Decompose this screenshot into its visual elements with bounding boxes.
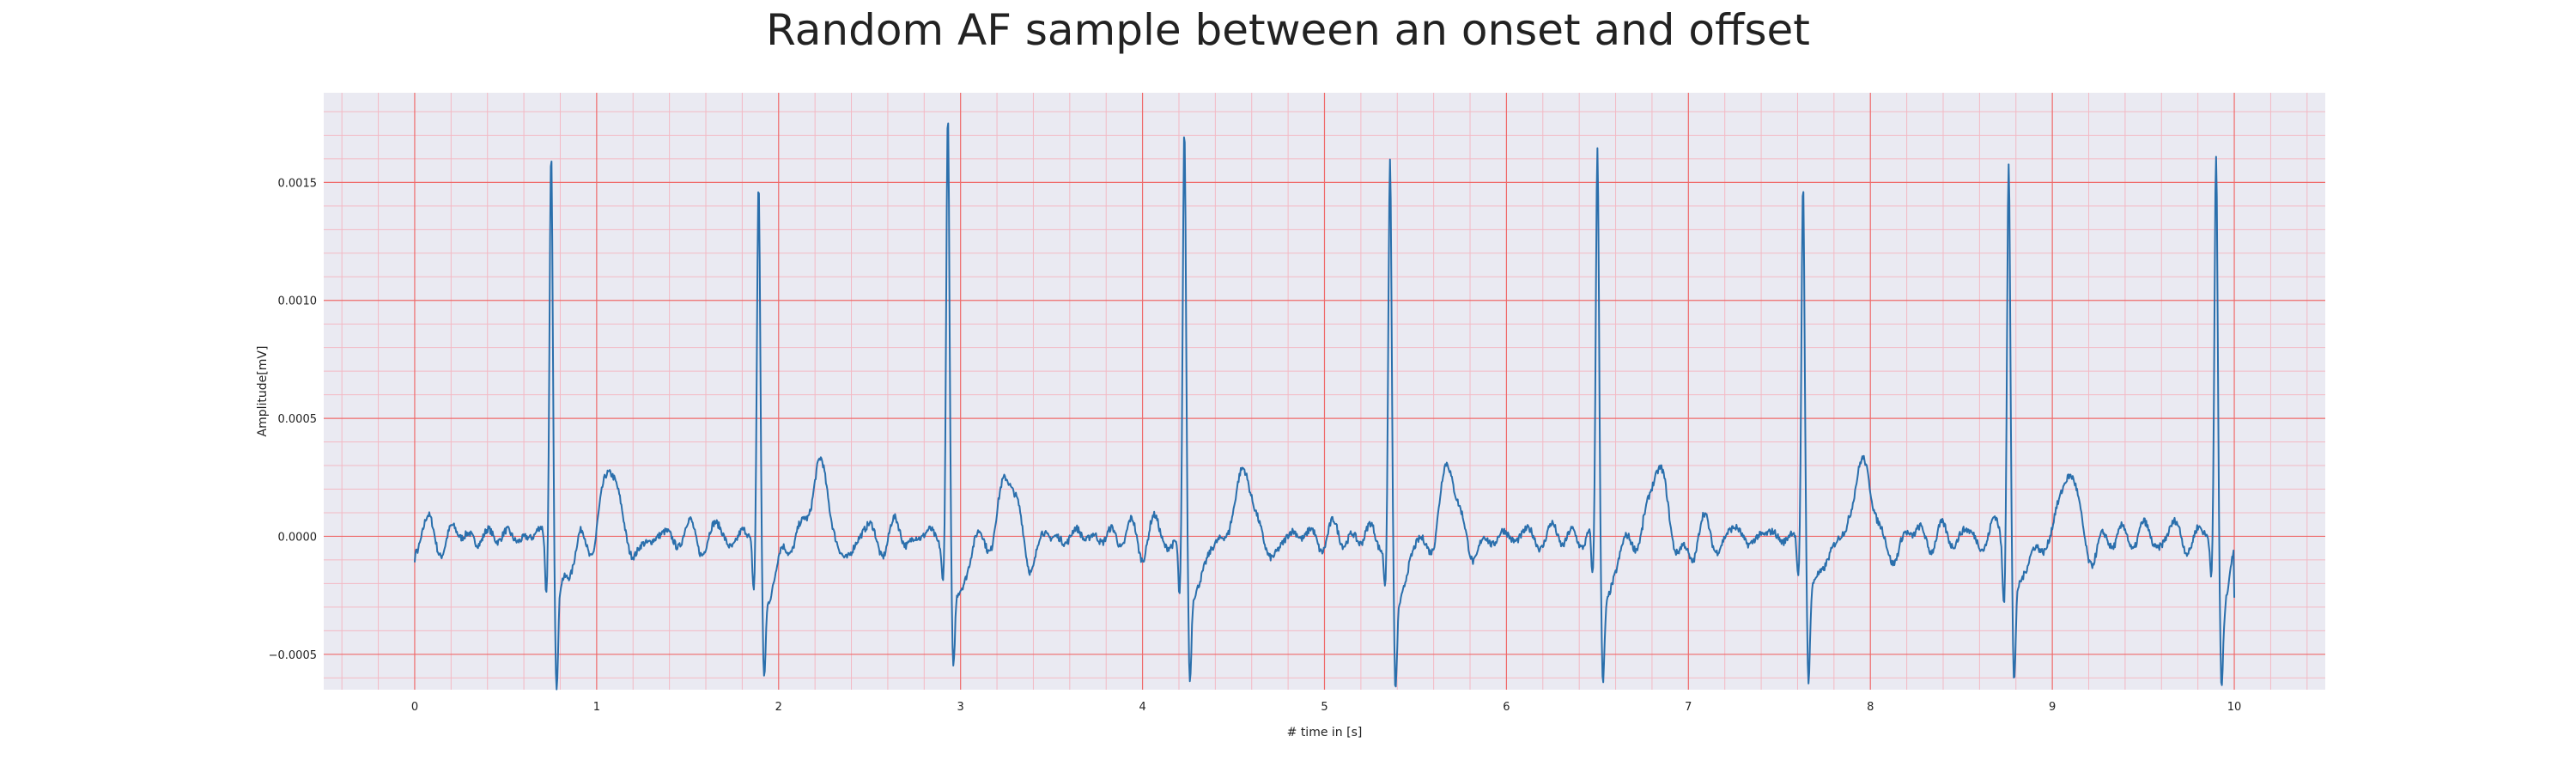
x-tick-label: 0: [411, 701, 418, 714]
series-layer: [413, 122, 2236, 691]
x-tick-label: 3: [957, 701, 964, 714]
x-tick-label: 2: [775, 701, 782, 714]
y-tick-label: −0.0005: [269, 649, 317, 662]
y-tick-label: 0.0015: [278, 177, 318, 190]
x-tick-label: 7: [1685, 701, 1692, 714]
x-tick-label: 1: [593, 701, 600, 714]
y-tick-label: 0.0000: [278, 531, 318, 544]
chart-title: Random AF sample between an onset and of…: [766, 5, 1810, 55]
y-tick-label: 0.0005: [278, 413, 318, 426]
y-tick-label: 0.0010: [278, 295, 318, 308]
y-axis-ticks: −0.0005 0.0000 0.0005 0.0010 0.0015: [269, 177, 317, 661]
x-axis-ticks: 0 1 2 3 4 5 6 7 8 9 10: [411, 701, 2242, 714]
x-tick-label: 9: [2049, 701, 2056, 714]
x-axis-label: # time in [s]: [1287, 726, 1363, 740]
major-gridlines: [324, 93, 2325, 690]
x-tick-label: 4: [1139, 701, 1145, 714]
x-tick-label: 10: [2227, 701, 2242, 714]
ecg-series-line: [413, 122, 2236, 691]
x-tick-label: 8: [1867, 701, 1874, 714]
y-axis-label: Amplitude[mV]: [256, 346, 270, 437]
x-tick-label: 5: [1321, 701, 1327, 714]
x-tick-label: 6: [1503, 701, 1510, 714]
